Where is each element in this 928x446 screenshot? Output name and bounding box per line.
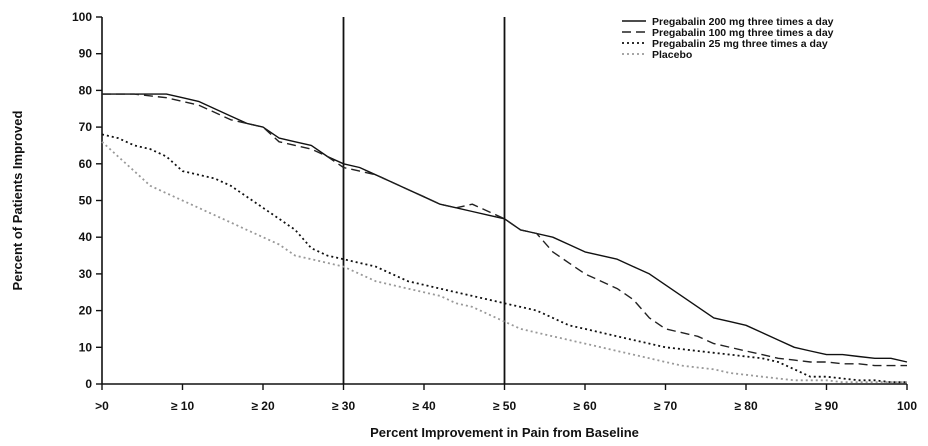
series-line-3 — [101, 133, 907, 384]
y-tick-label: 30 — [79, 267, 93, 281]
x-tick-label: >0 — [95, 399, 109, 413]
axes: 0 10 20 30 40 50 60 70 80 90 100 >0 ≥ 10 ≥ 20 ≥ 30 ≥ 40… — [72, 10, 917, 413]
y-tick-label: 40 — [79, 230, 93, 244]
x-tick-label: ≥ 30 — [332, 399, 356, 413]
y-tick-label: 90 — [79, 47, 93, 61]
series-line-2 — [102, 93, 907, 367]
x-tick-label: ≥ 10 — [171, 399, 195, 413]
x-tick-label: ≥ 60 — [573, 399, 597, 413]
y-tick-label: 60 — [79, 157, 93, 171]
legend: Pregabalin 200 mg three times a dayPrega… — [622, 16, 834, 61]
reference-lines — [342, 17, 506, 384]
y-tick-label: 80 — [79, 83, 93, 97]
legend-label-1: Pregabalin 200 mg three times a day — [652, 16, 834, 28]
x-tick-label: 100 — [897, 399, 917, 413]
y-tick-label: 10 — [79, 340, 93, 354]
series-lines — [101, 93, 908, 384]
y-tick-label: 20 — [79, 304, 93, 318]
series-line-4 — [101, 141, 907, 384]
x-axis-title: Percent Improvement in Pain from Baselin… — [370, 425, 639, 440]
x-tick-label: ≥ 90 — [815, 399, 839, 413]
y-tick-label: 50 — [79, 194, 93, 208]
y-tick-label: 70 — [79, 120, 93, 134]
legend-label-2: Pregabalin 100 mg three times a day — [652, 27, 834, 39]
y-axis-title: Percent of Patients Improved — [10, 111, 25, 291]
legend-label-3: Pregabalin 25 mg three times a day — [652, 38, 828, 50]
y-tick-label: 0 — [85, 377, 92, 391]
x-tick-label: ≥ 50 — [493, 399, 517, 413]
legend-label-4: Placebo — [652, 49, 692, 61]
x-tick-label: ≥ 40 — [412, 399, 436, 413]
y-tick-label: 100 — [72, 10, 92, 24]
x-tick-label: ≥ 20 — [251, 399, 275, 413]
x-tick-label: ≥ 80 — [734, 399, 758, 413]
x-tick-label: ≥ 70 — [654, 399, 678, 413]
